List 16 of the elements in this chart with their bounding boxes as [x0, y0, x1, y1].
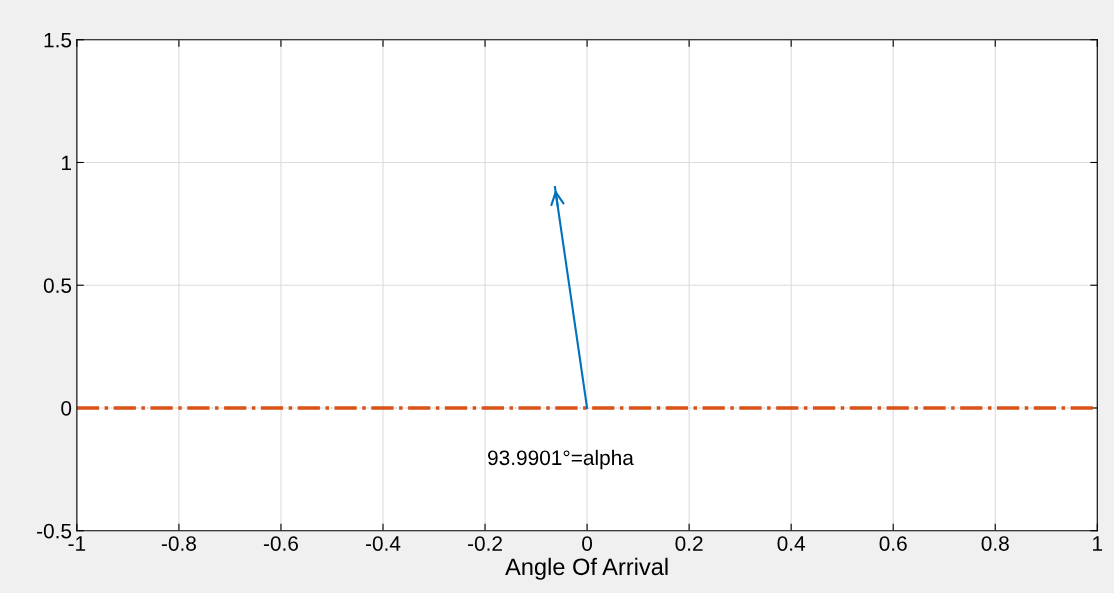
- x-tick-label: -0.8: [161, 536, 196, 551]
- x-tick-label: -0.6: [263, 536, 298, 551]
- x-tick-label: 0.2: [675, 536, 703, 551]
- x-tick-label: -0.4: [365, 536, 401, 551]
- annotation: 93.9901°=alpha: [488, 449, 634, 470]
- x-tick-label: -0.2: [468, 536, 502, 551]
- x-axis-title: Angle Of Arrival: [505, 557, 668, 580]
- x-tick-label: 0.4: [777, 536, 806, 551]
- x-tick-label: 0.6: [879, 536, 907, 551]
- y-tick-label: 1.5: [44, 32, 72, 48]
- y-tick-label: 1: [62, 155, 71, 171]
- y-tick-label: 0.5: [43, 278, 72, 293]
- x-tick-label: 1: [1093, 536, 1103, 551]
- x-tick-label: 0: [582, 536, 593, 551]
- x-tick-label: 0.8: [981, 536, 1009, 551]
- y-tick-label: 0: [61, 400, 72, 416]
